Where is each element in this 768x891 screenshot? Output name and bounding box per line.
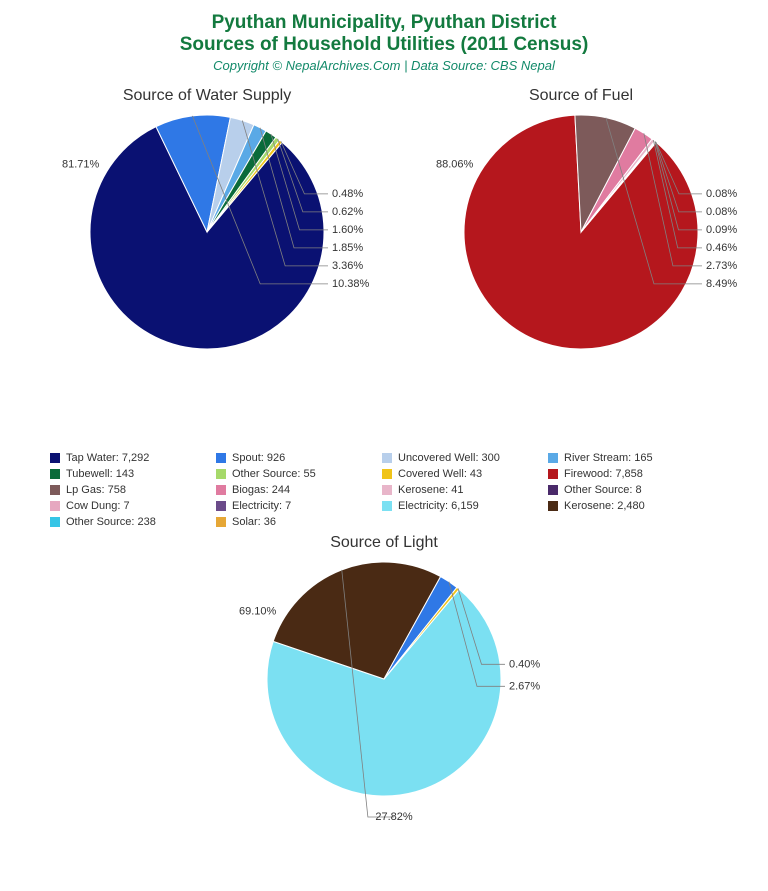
legend-text: Biogas: 244 [232,484,290,496]
legend-swatch [50,517,60,527]
light-chart-title: Source of Light [330,534,438,552]
legend-swatch [50,469,60,479]
legend-text: Solar: 36 [232,516,276,528]
legend-text: Tap Water: 7,292 [66,452,149,464]
pct-label: 0.62% [332,206,363,218]
legend-text: Other Source: 238 [66,516,156,528]
legend-swatch [216,485,226,495]
pct-label: 0.48% [332,188,363,200]
title-line-2: Sources of Household Utilities (2011 Cen… [0,34,768,56]
legend-item: Uncovered Well: 300 [382,452,532,464]
legend-text: Other Source: 55 [232,468,316,480]
legend-text: Uncovered Well: 300 [398,452,500,464]
legend-swatch [216,517,226,527]
legend-item: Solar: 36 [216,516,366,528]
legend-text: Firewood: 7,858 [564,468,643,480]
legend-swatch [50,501,60,511]
legend-swatch [382,469,392,479]
water-chart-title: Source of Water Supply [123,87,291,105]
fuel-pie: 88.06% 8.49% 2.73% 0.46% 0.09% 0.08% 0.08% [394,111,768,444]
light-chart-block: Source of Light 69.10% 27.82% 2.67% 0.40% [0,534,768,891]
legend-swatch [548,485,558,495]
legend-swatch [50,485,60,495]
legend-text: Other Source: 8 [564,484,642,496]
title-line-1: Pyuthan Municipality, Pyuthan District [0,12,768,34]
pct-label: 0.08% [706,206,737,218]
pct-label: 0.08% [706,188,737,200]
pct-label: 69.10% [239,606,277,618]
legend-text: Lp Gas: 758 [66,484,126,496]
legend-item: Kerosene: 41 [382,484,532,496]
legend-text: Cow Dung: 7 [66,500,130,512]
water-pie: 81.71% 10.38% 3.36% 1.85% 1.60% 0.62% 0.48% [20,111,394,444]
legend-swatch [548,453,558,463]
legend-item: Tubewell: 143 [50,468,200,480]
top-charts-row: Source of Water Supply 81.71% 10.38% 3.36%… [0,87,768,444]
light-pie: 69.10% 27.82% 2.67% 0.40% [197,558,571,891]
fuel-chart-block: Source of Fuel 88.06% 8.49% 2.73% 0.46% 0.09… [394,87,768,444]
pct-label: 2.73% [706,260,737,272]
legend-item: Other Source: 55 [216,468,366,480]
water-chart-block: Source of Water Supply 81.71% 10.38% 3.36%… [20,87,394,444]
legend-text: Electricity: 6,159 [398,500,479,512]
legend-text: Electricity: 7 [232,500,291,512]
legend-swatch [548,501,558,511]
pct-label: 0.46% [706,242,737,254]
pct-label: 0.09% [706,224,737,236]
legend-item: Covered Well: 43 [382,468,532,480]
pct-label: 88.06% [436,159,474,171]
legend-text: Spout: 926 [232,452,285,464]
pct-label: 8.49% [706,278,737,290]
legend-item: Firewood: 7,858 [548,468,698,480]
legend-item: Kerosene: 2,480 [548,500,698,512]
legend-item: Electricity: 6,159 [382,500,532,512]
legend-text: Covered Well: 43 [398,468,482,480]
pct-label: 1.85% [332,242,363,254]
legend-text: River Stream: 165 [564,452,653,464]
legend-swatch [382,453,392,463]
legend-text: Kerosene: 41 [398,484,463,496]
legend-swatch [216,501,226,511]
pct-label: 10.38% [332,278,370,290]
legend-swatch [382,501,392,511]
fuel-chart-title: Source of Fuel [529,87,633,105]
legend-item: Biogas: 244 [216,484,366,496]
subtitle: Copyright © NepalArchives.Com | Data Sou… [0,58,768,73]
legend-swatch [382,485,392,495]
legend-item: Cow Dung: 7 [50,500,200,512]
legend-item: Other Source: 238 [50,516,200,528]
legend: Tap Water: 7,292 Spout: 926 Uncovered Well… [0,444,768,528]
pct-label: 0.40% [509,658,540,670]
legend-item: Other Source: 8 [548,484,698,496]
legend-text: Kerosene: 2,480 [564,500,645,512]
legend-swatch [216,453,226,463]
legend-item: Electricity: 7 [216,500,366,512]
header: Pyuthan Municipality, Pyuthan District S… [0,0,768,73]
legend-swatch [548,469,558,479]
legend-item: River Stream: 165 [548,452,698,464]
pct-label: 81.71% [62,159,100,171]
pct-label: 1.60% [332,224,363,236]
legend-text: Tubewell: 143 [66,468,134,480]
pct-label: 2.67% [509,680,540,692]
legend-swatch [50,453,60,463]
legend-swatch [216,469,226,479]
pct-label: 3.36% [332,260,363,272]
legend-item: Tap Water: 7,292 [50,452,200,464]
pct-label: 27.82% [375,811,413,823]
legend-item: Lp Gas: 758 [50,484,200,496]
legend-item: Spout: 926 [216,452,366,464]
